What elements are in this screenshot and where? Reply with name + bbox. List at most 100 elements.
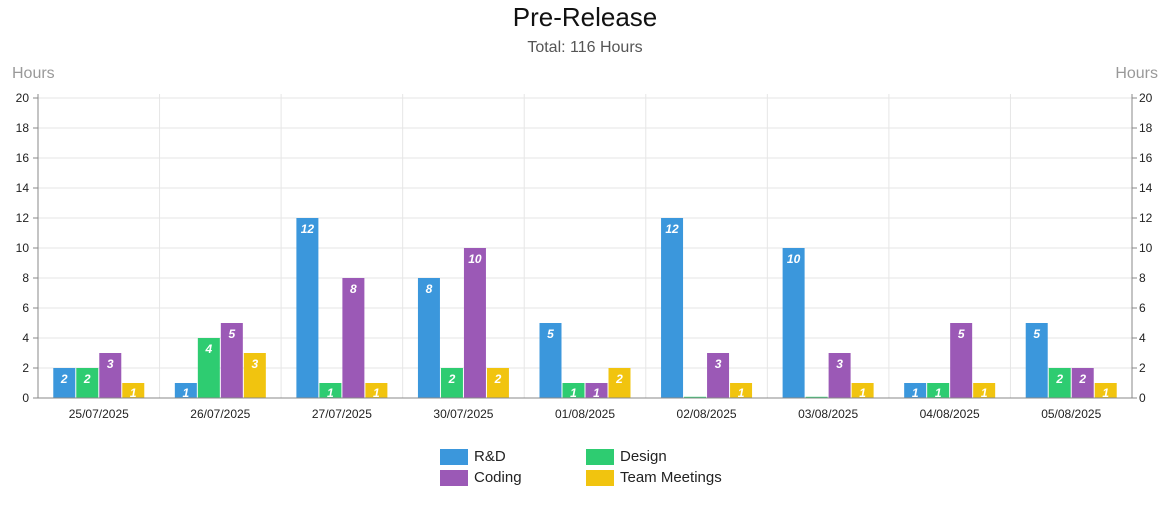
bar <box>851 383 874 398</box>
data-label: 10 <box>787 252 801 266</box>
bar <box>319 383 342 398</box>
data-label: 1 <box>570 386 577 400</box>
data-label: 3 <box>251 357 258 371</box>
data-label: 1 <box>981 386 988 400</box>
y-tick-label-right: 12 <box>1139 211 1153 225</box>
bar <box>828 353 851 398</box>
data-label: 5 <box>547 327 554 341</box>
bar <box>684 396 707 398</box>
bar <box>296 218 319 398</box>
x-tick-label: 25/07/2025 <box>69 407 129 421</box>
bar <box>973 383 996 398</box>
bar <box>782 248 805 398</box>
legend: R&D Design Coding Team Meetings <box>440 448 760 486</box>
x-tick-label: 26/07/2025 <box>190 407 250 421</box>
bar <box>904 383 927 398</box>
bar <box>539 323 562 398</box>
bar <box>342 278 365 398</box>
data-label: 2 <box>615 372 623 386</box>
bar <box>608 368 631 398</box>
x-tick-label: 02/08/2025 <box>677 407 737 421</box>
legend-swatch-design <box>586 448 614 465</box>
data-label: 1 <box>1102 386 1109 400</box>
bar <box>1094 383 1117 398</box>
bar <box>927 383 950 398</box>
y-tick-label-left: 6 <box>22 301 29 315</box>
data-label: 4 <box>204 342 212 356</box>
data-label: 8 <box>426 282 433 296</box>
bar <box>99 353 122 398</box>
chart-title: Pre-Release <box>512 2 658 32</box>
data-label: 2 <box>83 372 91 386</box>
legend-item-design[interactable]: Design <box>586 448 746 465</box>
bar <box>730 383 753 398</box>
y-tick-label-right: 16 <box>1139 151 1153 165</box>
x-tick-label: 01/08/2025 <box>555 407 615 421</box>
data-label: 3 <box>715 357 722 371</box>
bar <box>220 323 243 398</box>
data-label: 2 <box>448 372 456 386</box>
legend-swatch-coding <box>440 469 468 486</box>
data-label: 3 <box>836 357 843 371</box>
legend-swatch-rnd <box>440 448 468 465</box>
legend-item-team-meetings[interactable]: Team Meetings <box>586 469 746 486</box>
data-label: 1 <box>182 386 189 400</box>
legend-swatch-team-meetings <box>586 469 614 486</box>
y-tick-label-left: 0 <box>22 391 29 405</box>
data-label: 2 <box>1078 372 1086 386</box>
bar <box>76 368 99 398</box>
legend-label-design: Design <box>620 448 667 465</box>
data-label: 1 <box>859 386 866 400</box>
x-tick-label: 03/08/2025 <box>798 407 858 421</box>
data-label: 2 <box>60 372 68 386</box>
y-tick-label-left: 16 <box>16 151 30 165</box>
x-tick-label: 30/07/2025 <box>433 407 493 421</box>
x-tick-label: 05/08/2025 <box>1041 407 1101 421</box>
chart-subtitle: Total: 116 Hours <box>527 39 643 56</box>
y-tick-label-left: 14 <box>16 181 30 195</box>
bar <box>365 383 388 398</box>
bar <box>585 383 608 398</box>
bar <box>707 353 730 398</box>
data-label: 1 <box>373 386 380 400</box>
y-tick-label-left: 20 <box>16 91 30 105</box>
y-tick-label-right: 14 <box>1139 181 1153 195</box>
bar <box>440 368 463 398</box>
data-label: 8 <box>350 282 357 296</box>
data-label: 12 <box>665 222 679 236</box>
bar <box>122 383 145 398</box>
y-tick-label-right: 0 <box>1139 391 1146 405</box>
data-label: 5 <box>228 327 235 341</box>
bar <box>562 383 585 398</box>
bar <box>417 278 440 398</box>
legend-label-coding: Coding <box>474 469 522 486</box>
data-label: 12 <box>301 222 315 236</box>
y-tick-label-left: 18 <box>16 121 30 135</box>
y-tick-label-left: 12 <box>16 211 30 225</box>
data-label: 5 <box>1033 327 1040 341</box>
legend-item-coding[interactable]: Coding <box>440 469 586 486</box>
data-label: 1 <box>327 386 334 400</box>
bar <box>950 323 973 398</box>
data-label: 1 <box>130 386 137 400</box>
y-tick-label-left: 4 <box>22 331 29 345</box>
y-tick-label-right: 2 <box>1139 361 1146 375</box>
data-label: 3 <box>107 357 114 371</box>
bar <box>661 218 684 398</box>
data-label: 10 <box>468 252 482 266</box>
y-axis-title-left: Hours <box>12 65 55 82</box>
bar <box>197 338 220 398</box>
y-axis-title-right: Hours <box>1115 65 1158 82</box>
legend-item-rnd[interactable]: R&D <box>440 448 586 465</box>
y-tick-label-right: 10 <box>1139 241 1153 255</box>
bar <box>174 383 197 398</box>
x-tick-label: 27/07/2025 <box>312 407 372 421</box>
data-label: 5 <box>958 327 965 341</box>
y-tick-label-right: 8 <box>1139 271 1146 285</box>
data-label: 1 <box>912 386 919 400</box>
bar <box>53 368 76 398</box>
data-label: 2 <box>494 372 502 386</box>
bar <box>1025 323 1048 398</box>
bar <box>243 353 266 398</box>
